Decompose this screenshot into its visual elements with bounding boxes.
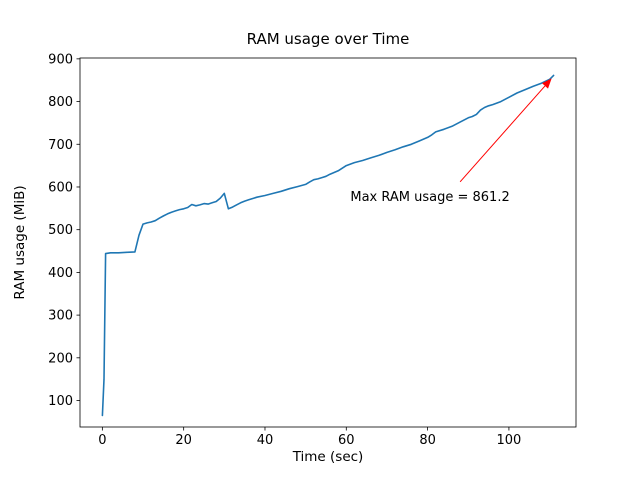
y-tick-label: 700 — [48, 138, 73, 153]
x-axis-label: Time (sec) — [292, 449, 364, 465]
annotation-arrow-head — [542, 78, 552, 89]
x-tick-label: 40 — [257, 433, 274, 448]
x-tick-label: 80 — [419, 433, 436, 448]
x-tick-label: 60 — [338, 433, 355, 448]
annotation-arrow-line — [459, 85, 546, 183]
plot-area: 0 20 40 60 80 100 100 200 300 400 500 600 700 800 900 — [48, 52, 577, 448]
max-ram-annotation: Max RAM usage = 861.2 — [350, 190, 509, 205]
y-tick-label: 500 — [48, 223, 73, 238]
ram-usage-line — [101, 74, 555, 417]
y-tick-label: 600 — [48, 180, 73, 195]
y-tick-label: 100 — [48, 394, 73, 409]
y-tick-label: 800 — [48, 95, 73, 110]
x-tick-label: 100 — [497, 433, 522, 448]
axes-spines — [79, 57, 577, 428]
chart-title: RAM usage over Time — [247, 30, 410, 48]
y-tick-label: 900 — [48, 52, 73, 67]
y-tick-label: 200 — [48, 351, 73, 366]
y-tick-label: 300 — [48, 309, 73, 324]
x-tick-label: 20 — [175, 433, 192, 448]
y-axis-label: RAM usage (MiB) — [12, 185, 28, 299]
y-tick-label: 400 — [48, 266, 73, 281]
x-tick-label: 0 — [98, 433, 106, 448]
